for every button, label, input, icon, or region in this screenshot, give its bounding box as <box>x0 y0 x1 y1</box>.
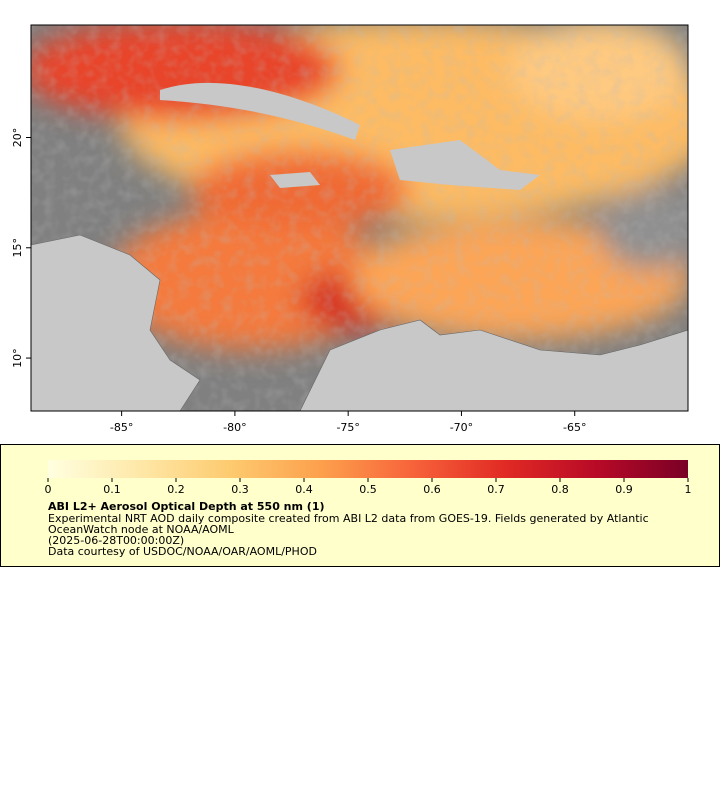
map-image <box>31 25 688 411</box>
x-tick-label: -85° <box>110 421 133 434</box>
caption-credit: Data courtesy of USDOC/NOAA/OAR/AOML/PHO… <box>48 545 317 558</box>
colorbar-tick-label: 0.9 <box>615 483 633 496</box>
x-tick-label: -65° <box>563 421 586 434</box>
colorbar-tick-label: 0.2 <box>167 483 185 496</box>
y-tick-label: 10° <box>11 348 24 368</box>
y-tick-label: 20° <box>11 128 24 148</box>
x-tick-label: -75° <box>336 421 359 434</box>
colorbar <box>48 460 688 478</box>
caption-time: (2025-06-28T00:00:00Z) <box>48 534 184 547</box>
map-frame <box>30 24 689 412</box>
colorbar-tick-label: 0.8 <box>551 483 569 496</box>
colorbar-tick-label: 0.5 <box>359 483 377 496</box>
caption-description: Experimental NRT AOD daily composite cre… <box>48 512 649 525</box>
colorbar-tick-label: 0.6 <box>423 483 441 496</box>
x-tick-label: -70° <box>450 421 473 434</box>
colorbar-tick-label: 0.7 <box>487 483 505 496</box>
y-tick-label: 15° <box>11 238 24 258</box>
colorbar-tick-label: 0.3 <box>231 483 249 496</box>
x-tick-label: -80° <box>223 421 246 434</box>
caption-description: OceanWatch node at NOAA/AOML <box>48 523 235 536</box>
colorbar-tick-label: 0.1 <box>103 483 121 496</box>
caption-title: ABI L2+ Aerosol Optical Depth at 550 nm … <box>48 500 325 513</box>
colorbar-tick-label: 1 <box>685 483 692 496</box>
colorbar-tick-label: 0.4 <box>295 483 313 496</box>
colorbar-tick-label: 0 <box>45 483 52 496</box>
